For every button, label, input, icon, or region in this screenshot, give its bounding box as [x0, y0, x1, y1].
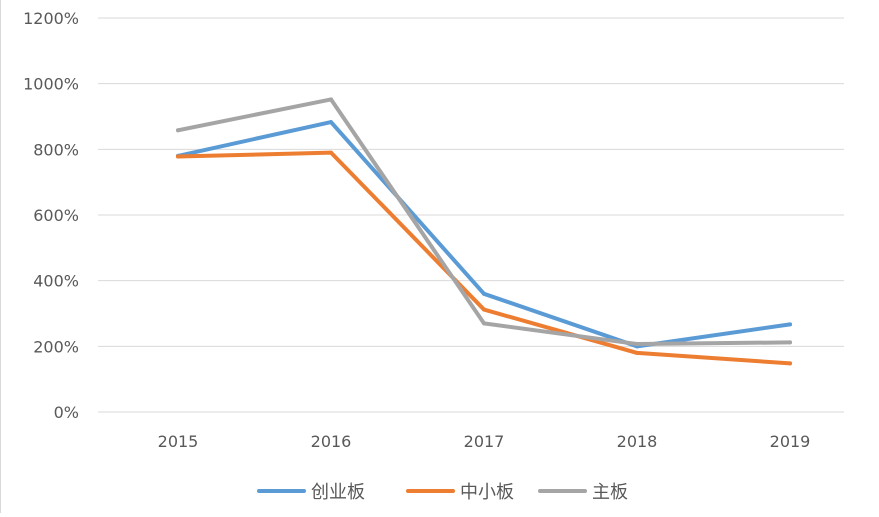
y-tick-label: 1200%	[23, 9, 79, 28]
series-lines	[176, 97, 792, 366]
legend: 创业板 中小板 主板	[257, 482, 628, 503]
data-point	[482, 291, 486, 296]
data-point	[635, 350, 639, 355]
data-point	[482, 307, 486, 312]
legend-label: 创业板	[311, 482, 365, 503]
series-line-1	[176, 150, 792, 366]
data-point	[788, 322, 792, 327]
data-point	[329, 97, 333, 102]
y-tick-label: 600%	[33, 206, 79, 225]
data-point	[329, 150, 333, 155]
legend-label: 主板	[592, 482, 628, 503]
x-axis-tick-labels: 2015 2016 2017 2018 2019	[158, 432, 811, 451]
x-tick-label: 2019	[770, 432, 811, 451]
x-tick-label: 2017	[464, 432, 505, 451]
x-tick-label: 2016	[311, 432, 352, 451]
x-tick-label: 2018	[617, 432, 658, 451]
data-point	[176, 154, 180, 159]
x-tick-label: 2015	[158, 432, 199, 451]
y-tick-label: 0%	[54, 403, 79, 422]
data-point	[176, 128, 180, 133]
data-point	[788, 361, 792, 366]
gridlines	[98, 17, 844, 413]
y-tick-label: 400%	[33, 272, 79, 291]
data-point	[635, 342, 639, 347]
data-point	[329, 120, 333, 125]
legend-label: 中小板	[460, 482, 514, 503]
y-axis-tick-labels: 0% 200% 400% 600% 800% 1000% 1200%	[23, 9, 79, 422]
y-tick-label: 1000%	[23, 75, 79, 94]
y-tick-label: 800%	[33, 140, 79, 159]
data-point	[482, 321, 486, 326]
y-tick-label: 200%	[33, 337, 79, 356]
data-point	[788, 340, 792, 345]
